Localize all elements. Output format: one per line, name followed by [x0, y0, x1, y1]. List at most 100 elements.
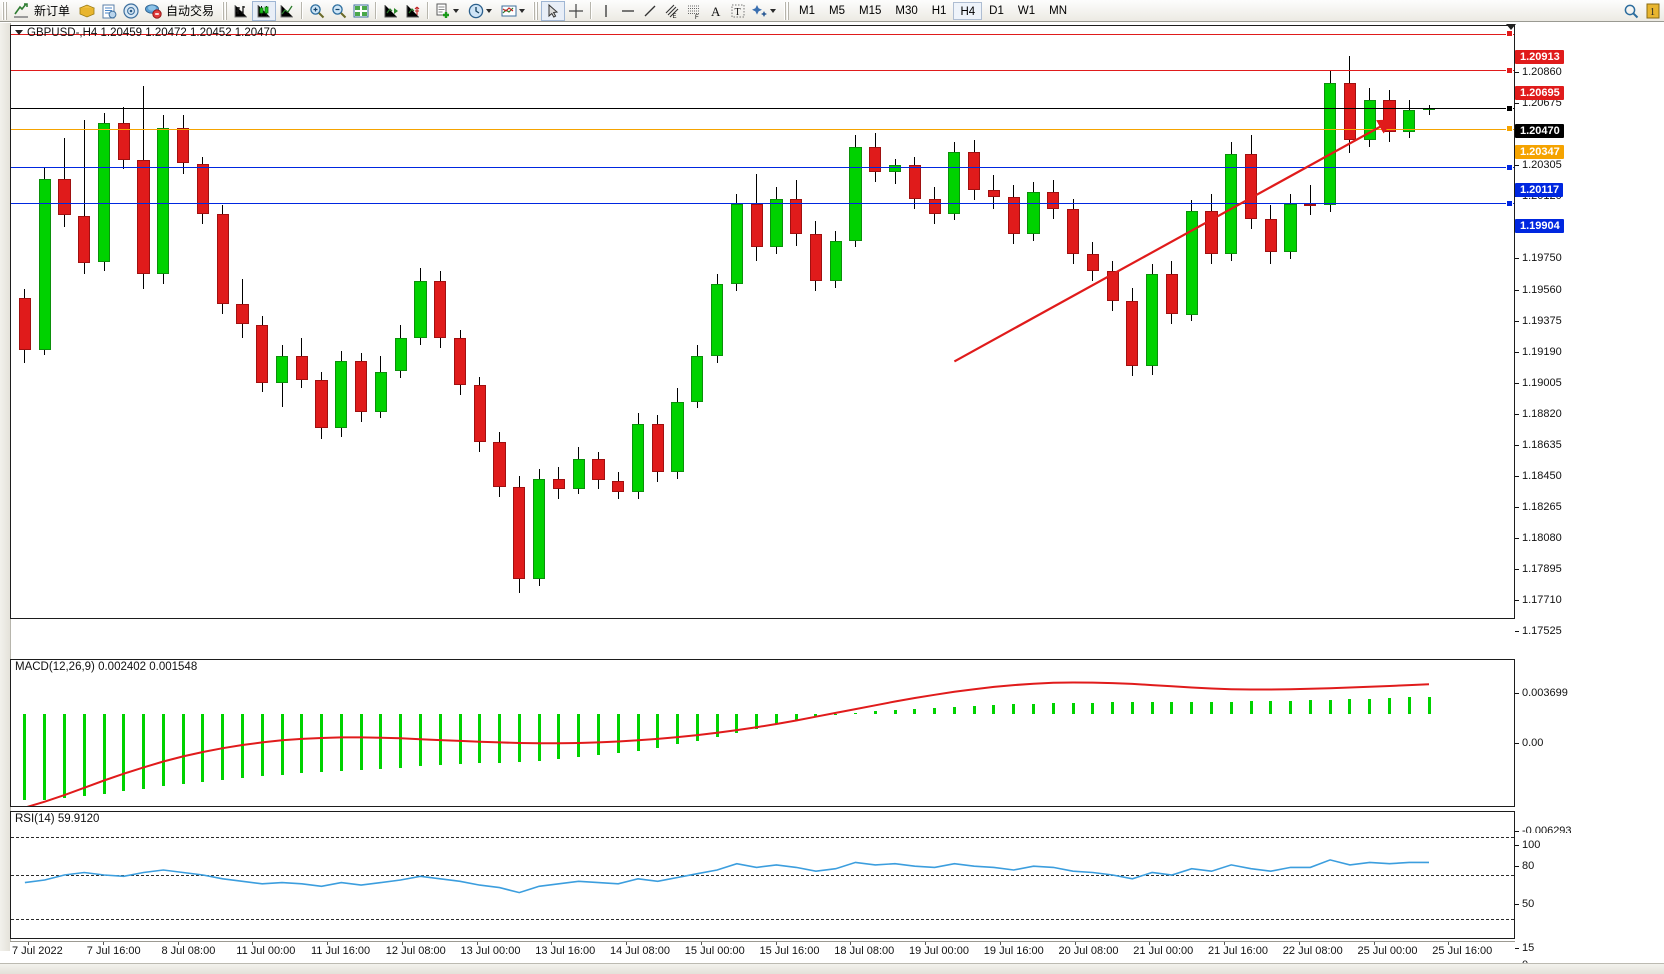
price-line[interactable]	[11, 33, 1514, 35]
help-button[interactable]: 1	[1642, 1, 1664, 21]
price-pane[interactable]: GBPUSD-,H4 1.20459 1.20472 1.20452 1.204…	[10, 25, 1515, 619]
line-chart-button[interactable]	[276, 1, 298, 21]
price-line[interactable]	[11, 203, 1514, 205]
macd-histogram-bar	[339, 714, 343, 771]
cursor-button[interactable]	[541, 0, 566, 21]
market-watch-button[interactable]	[98, 1, 120, 21]
rsi-axis[interactable]: 1008050150	[1515, 833, 1664, 971]
pivot-line-tag[interactable]: 1.20347	[1515, 144, 1564, 159]
timeframe-m30[interactable]: M30	[895, 4, 918, 17]
auto-trading-button[interactable]: 自动交易	[142, 1, 220, 21]
price-line-handle[interactable]	[1506, 30, 1513, 38]
help-icon: 1	[1644, 2, 1662, 20]
macd-histogram-bar	[379, 714, 383, 769]
candle-body	[1146, 274, 1159, 367]
toolbar-grip[interactable]	[2, 1, 8, 20]
toolbar-grip-4[interactable]	[784, 1, 791, 20]
candlestick-chart-button[interactable]	[252, 0, 277, 21]
price-line[interactable]	[11, 70, 1514, 72]
equidistant-channel-button[interactable]: E	[661, 1, 683, 21]
vertical-line-button[interactable]	[595, 1, 617, 21]
time-axis[interactable]: 7 Jul 2022 7 Jul 16:00 8 Jul 08:00 11 Jul 0…	[10, 941, 1515, 962]
candle-body	[552, 478, 565, 489]
price-line-handle[interactable]	[1506, 125, 1513, 133]
horizontal-line-button[interactable]	[617, 1, 639, 21]
rsi-pane[interactable]: RSI(14) 59.9120	[10, 811, 1515, 939]
zoom-out-button[interactable]	[328, 1, 350, 21]
time-tick	[551, 942, 553, 945]
timeframe-h4[interactable]: H4	[953, 1, 983, 20]
support-line-tag[interactable]: 1.19904	[1515, 219, 1564, 234]
auto-scroll-button[interactable]	[380, 1, 402, 21]
macd-plot[interactable]	[11, 660, 1514, 806]
candle-body	[78, 215, 91, 263]
bottom-scroll-rail[interactable]	[0, 963, 1664, 974]
price-tick: 1.18635	[1515, 439, 1562, 451]
timeframe-m5[interactable]: M5	[829, 4, 845, 17]
price-axis[interactable]: 1.208601.206751.204901.203051.201201.199…	[1515, 47, 1664, 641]
macd-pane[interactable]: MACD(12,26,9) 0.002402 0.001548	[10, 659, 1515, 807]
timeframe-h1[interactable]: H1	[931, 4, 947, 17]
zoom-in-button[interactable]	[306, 1, 328, 21]
macd-tick-label: 0.00	[1522, 737, 1544, 749]
price-line[interactable]	[11, 167, 1514, 169]
price-plot[interactable]	[11, 26, 1514, 618]
last-price-line-tag[interactable]: 1.20470	[1515, 124, 1564, 139]
navigator-button[interactable]	[120, 1, 142, 21]
price-line[interactable]	[11, 128, 1514, 130]
price-line-handle[interactable]	[1506, 199, 1513, 207]
chevron-down-icon-chart[interactable]	[1506, 24, 1516, 30]
macd-histogram-bar	[814, 714, 818, 718]
period-button[interactable]	[465, 1, 498, 21]
timeframe-d1[interactable]: D1	[989, 4, 1004, 17]
macd-axis[interactable]: 0.003699 0.00 -0.006293	[1515, 681, 1664, 837]
resistance-line-tag[interactable]: 1.20913	[1515, 49, 1564, 64]
price-tick-label: 1.19005	[1522, 376, 1562, 389]
time-axis-label: 14 Jul 08:00	[610, 945, 670, 957]
tile-windows-button[interactable]	[350, 1, 372, 21]
chevron-down-icon-symbol[interactable]	[15, 30, 23, 35]
text-label-button[interactable]: T	[727, 1, 749, 21]
price-line-handle[interactable]	[1506, 163, 1513, 171]
rsi-tick: 50	[1515, 898, 1534, 910]
price-tick-label: 1.19750	[1522, 251, 1562, 264]
shapes-button[interactable]	[749, 1, 782, 21]
chevron-down-icon-templates[interactable]	[519, 8, 526, 13]
price-line-handle[interactable]	[1506, 66, 1513, 74]
timeframe-m15[interactable]: M15	[859, 4, 882, 17]
chart-shift-button[interactable]	[402, 1, 424, 21]
chevron-down-icon[interactable]	[453, 8, 460, 13]
price-line-handle[interactable]	[1506, 104, 1513, 112]
chart-shift-icon	[404, 2, 422, 20]
toolbar-grip-3[interactable]	[533, 1, 540, 20]
chevron-down-icon-shapes[interactable]	[770, 8, 777, 13]
templates-button[interactable]	[498, 1, 531, 21]
price-tick-label: 1.17710	[1522, 594, 1562, 606]
candle-body	[651, 423, 664, 473]
bar-chart-button[interactable]	[230, 1, 252, 21]
support-line-tag[interactable]: 1.20117	[1515, 183, 1564, 198]
fibonacci-button[interactable]: F	[683, 1, 705, 21]
timeframe-m1[interactable]: M1	[799, 4, 816, 17]
new-order-button[interactable]: 新订单	[10, 1, 76, 21]
candle-body	[1383, 99, 1396, 132]
rsi-plot[interactable]	[11, 812, 1514, 938]
chevron-down-icon-period[interactable]	[486, 8, 493, 13]
macd-histogram-bar	[893, 710, 897, 715]
crosshair-button[interactable]	[565, 1, 587, 21]
indicators-button[interactable]	[432, 1, 465, 21]
profile-button[interactable]	[76, 1, 98, 21]
timeframe-mn[interactable]: MN	[1049, 4, 1067, 17]
timeframe-w1[interactable]: W1	[1017, 4, 1036, 17]
text-button[interactable]: A	[705, 1, 727, 21]
macd-histogram-bar	[181, 714, 185, 784]
price-line[interactable]	[11, 108, 1514, 110]
candle-body	[1363, 99, 1376, 140]
price-tick-label: 1.18635	[1522, 438, 1562, 451]
resistance-line-tag[interactable]: 1.20695	[1515, 86, 1564, 101]
toolbar-grip-2[interactable]	[222, 1, 229, 20]
candle-body	[1126, 301, 1139, 367]
search-button[interactable]	[1620, 1, 1642, 21]
time-tick	[999, 942, 1001, 945]
trendline-button[interactable]	[639, 1, 661, 21]
